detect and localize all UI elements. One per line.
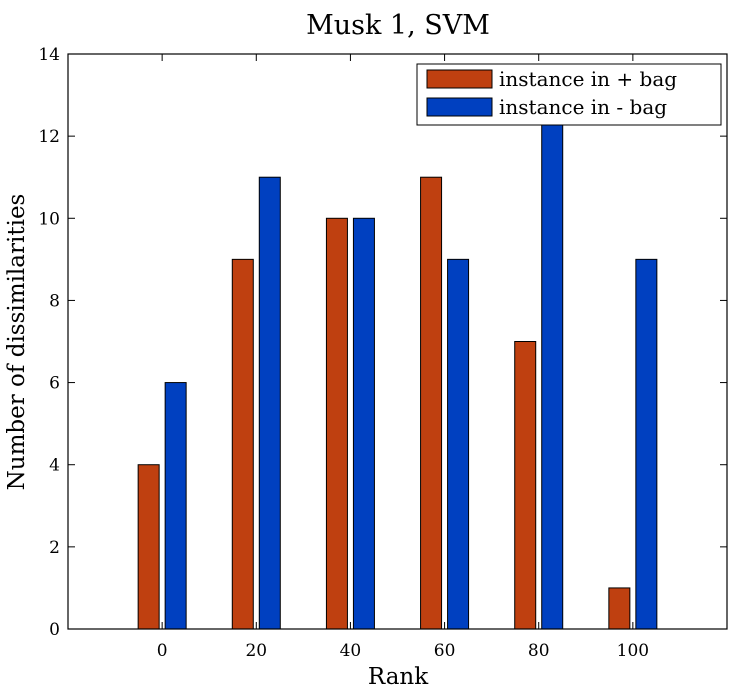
- bar-series-2-20: [258, 176, 281, 630]
- x-tick-label: 40: [340, 641, 362, 661]
- plot-frame: [67, 53, 728, 630]
- y-tick-label: 10: [38, 209, 60, 229]
- legend-label-1: instance in + bag: [499, 67, 677, 91]
- bar-series-1-40: [325, 217, 348, 630]
- bar-series-1-100: [608, 587, 631, 630]
- x-tick-label: 80: [528, 641, 550, 661]
- legend-label-2: instance in - bag: [499, 95, 667, 119]
- x-tick-label: 60: [434, 641, 456, 661]
- y-tick-label: 4: [49, 456, 60, 476]
- y-tick-label: 12: [38, 127, 60, 147]
- bar-series-1-20: [231, 258, 254, 630]
- bars-layer: [137, 115, 658, 630]
- x-axis-label: Rank: [368, 664, 429, 690]
- x-tick-label: 0: [157, 641, 168, 661]
- y-tick-label: 2: [49, 538, 60, 558]
- y-tick-label: 14: [38, 45, 60, 65]
- bar-series-2-80: [541, 115, 564, 630]
- bar-series-2-0: [164, 382, 187, 630]
- legend-swatch-2: [426, 97, 493, 117]
- legend-swatch-1: [426, 69, 493, 89]
- y-axis-label: Number of dissimilarities: [4, 194, 30, 491]
- y-tick-label: 6: [49, 374, 60, 394]
- bar-series-2-40: [352, 217, 375, 630]
- y-tick-label: 8: [49, 291, 60, 311]
- x-tick-label: 20: [245, 641, 267, 661]
- ticks-layer: 0 2 4 6 8 10 12 14 0 20 40 60 80 100: [38, 45, 727, 661]
- bar-series-1-80: [514, 341, 537, 630]
- bar-series-2-100: [635, 258, 658, 630]
- y-tick-label: 0: [49, 620, 60, 640]
- legend: instance in + bag instance in - bag: [416, 63, 722, 126]
- x-tick-label: 100: [617, 641, 649, 661]
- chart-title: Musk 1, SVM: [306, 10, 490, 41]
- bar-series-1-60: [420, 176, 443, 630]
- bar-series-2-60: [447, 258, 470, 630]
- bar-series-1-0: [137, 464, 160, 630]
